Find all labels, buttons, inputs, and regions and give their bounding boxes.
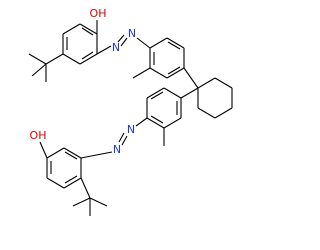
nitrogen-label: N — [112, 41, 120, 54]
nitrogen-label: N — [127, 123, 135, 136]
hydroxyl-label: OH — [90, 7, 107, 20]
atom-labels: OH N N OH N N — [30, 7, 137, 156]
nitrogen-label: N — [128, 27, 136, 40]
hydroxyl-label: OH — [30, 129, 47, 142]
bonds — [28, 20, 233, 216]
nitrogen-label: N — [113, 143, 121, 156]
structure-diagram: OH N N OH N N — [28, 7, 233, 216]
